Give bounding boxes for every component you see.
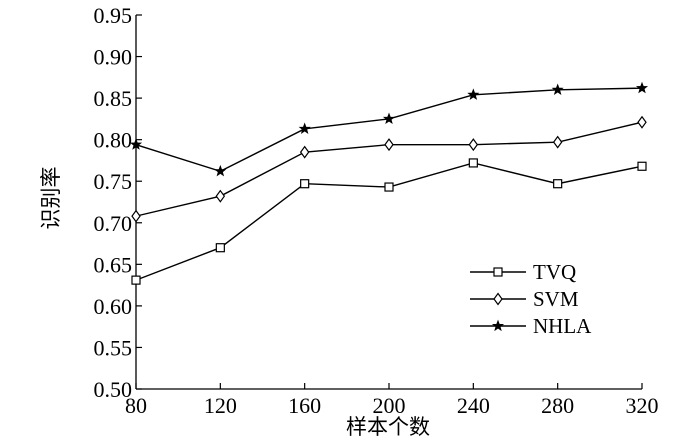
legend-item-svm: SVM xyxy=(470,287,579,311)
series-group xyxy=(129,81,649,285)
y-tick-label: 0.60 xyxy=(94,294,133,319)
legend: TVQ SVM NHLA xyxy=(470,260,592,338)
y-tick-label: 0.90 xyxy=(94,45,133,70)
tvq-point xyxy=(131,275,141,285)
tvq-point xyxy=(215,243,225,253)
tvq-point xyxy=(637,161,647,171)
y-tick-label: 0.75 xyxy=(94,169,133,194)
x-axis-title: 样本个数 xyxy=(346,415,430,439)
nhla-point xyxy=(214,164,227,177)
legend-marker-nhla xyxy=(491,319,505,332)
y-tick-label: 0.70 xyxy=(94,211,133,236)
nhla-point xyxy=(635,81,649,94)
x-tick-label: 120 xyxy=(204,393,237,418)
svm-point xyxy=(468,138,479,152)
y-tick-label: 0.80 xyxy=(94,128,133,153)
legend-item-tvq: TVQ xyxy=(470,260,576,284)
y-tick-label: 0.65 xyxy=(94,252,133,277)
tvq-point xyxy=(468,158,478,168)
svm-point xyxy=(299,145,310,159)
svm-point xyxy=(131,209,141,223)
series-svm xyxy=(131,115,647,223)
svm-point xyxy=(384,138,394,152)
y-tick-label: 0.85 xyxy=(94,86,133,111)
y-axis-title: 识别率 xyxy=(39,167,63,230)
svm-point xyxy=(552,135,563,149)
svm-point xyxy=(215,189,226,203)
legend-label-nhla: NHLA xyxy=(533,314,592,338)
y-tick-label: 0.50 xyxy=(94,377,133,402)
y-tick-label: 0.95 xyxy=(94,3,133,28)
x-tick-label: 80 xyxy=(125,393,147,418)
nhla-point xyxy=(129,138,143,150)
series-nhla xyxy=(129,81,649,177)
x-tick-label: 320 xyxy=(626,393,659,418)
x-tick-label: 200 xyxy=(373,393,406,418)
nhla-point xyxy=(298,122,311,135)
x-tick-label: 160 xyxy=(288,393,321,418)
legend-label-tvq: TVQ xyxy=(533,260,576,284)
legend-marker-tvq xyxy=(493,267,503,277)
series-tvq xyxy=(131,158,647,285)
legend-label-svm: SVM xyxy=(533,287,579,311)
nhla-point xyxy=(467,88,480,100)
tvq-point xyxy=(300,179,310,189)
nhla-point xyxy=(382,112,396,125)
y-tick-label: 0.55 xyxy=(94,335,133,360)
svm-point xyxy=(637,115,647,129)
series-line-nhla xyxy=(135,87,643,173)
ticks: 0.50 0.55 0.60 0.65 0.70 0.75 0.80 0.85 0.90 0.95… xyxy=(94,3,659,418)
tvq-point xyxy=(553,179,563,189)
legend-item-nhla: NHLA xyxy=(470,314,592,338)
x-tick-label: 280 xyxy=(541,393,574,418)
tvq-point xyxy=(384,182,394,192)
x-tick-label: 240 xyxy=(457,393,490,418)
legend-marker-svm xyxy=(493,292,503,306)
nhla-point xyxy=(551,83,564,95)
